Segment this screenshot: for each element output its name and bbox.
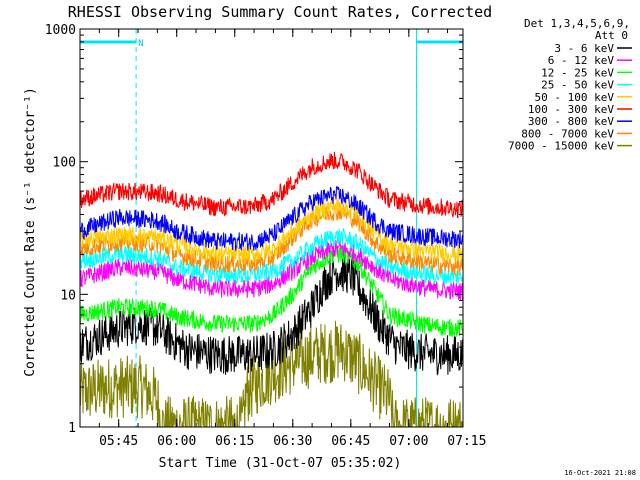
x-tick-label: 06:00 [157, 434, 196, 449]
legend-label: 7000 - 15000 keV [508, 140, 614, 153]
series-line-4 [79, 198, 464, 265]
x-tick-label: 06:45 [331, 434, 370, 449]
x-tick-label: 07:00 [389, 434, 428, 449]
series-line-2 [79, 245, 464, 338]
legend-label: 3 - 6 keV [554, 42, 614, 55]
series-line-6 [79, 185, 464, 251]
series-line-5 [79, 151, 464, 219]
x-tick-label: 07:15 [447, 434, 486, 449]
series-line-3 [79, 228, 464, 286]
x-tick-label: 05:45 [99, 434, 138, 449]
legend-header-attenuator: Att 0 [595, 29, 628, 42]
legend-label: 100 - 300 keV [528, 103, 614, 116]
y-tick-label: 1 [68, 421, 76, 436]
x-tick-label: 06:30 [273, 434, 312, 449]
legend-label: 25 - 50 keV [541, 79, 614, 92]
plot-frame [79, 28, 464, 428]
axes-layer: 1 10 100 1000 05:45 06:00 06:15 06:30 06:45 07:00… [45, 23, 487, 449]
footer-timestamp: 16-Oct-2021 21:08 [564, 469, 636, 477]
legend-label: 6 - 12 keV [548, 54, 615, 67]
x-axis-label: Start Time (31-Oct-07 05:35:02) [159, 456, 402, 471]
attenuator-state-label: N [138, 39, 143, 49]
y-axis-label: Corrected Count Rate (s⁻¹ detector⁻¹) [23, 87, 38, 377]
series-line-8 [79, 320, 464, 428]
legend-label: 50 - 100 keV [535, 91, 615, 104]
series-line-0 [79, 253, 464, 376]
legend-label: 12 - 25 keV [541, 66, 614, 79]
legend-label: 300 - 800 keV [528, 115, 614, 128]
x-tick-label: 06:15 [215, 434, 254, 449]
y-tick-label: 100 [53, 156, 76, 171]
y-tick-label: 1000 [45, 23, 76, 38]
y-tick-label: 10 [60, 288, 76, 303]
legend-label: 800 - 7000 keV [521, 127, 614, 140]
chart-title: RHESSI Observing Summary Count Rates, Co… [68, 3, 492, 21]
legend-header-detectors: Det 1,3,4,5,6,9, [524, 17, 630, 30]
